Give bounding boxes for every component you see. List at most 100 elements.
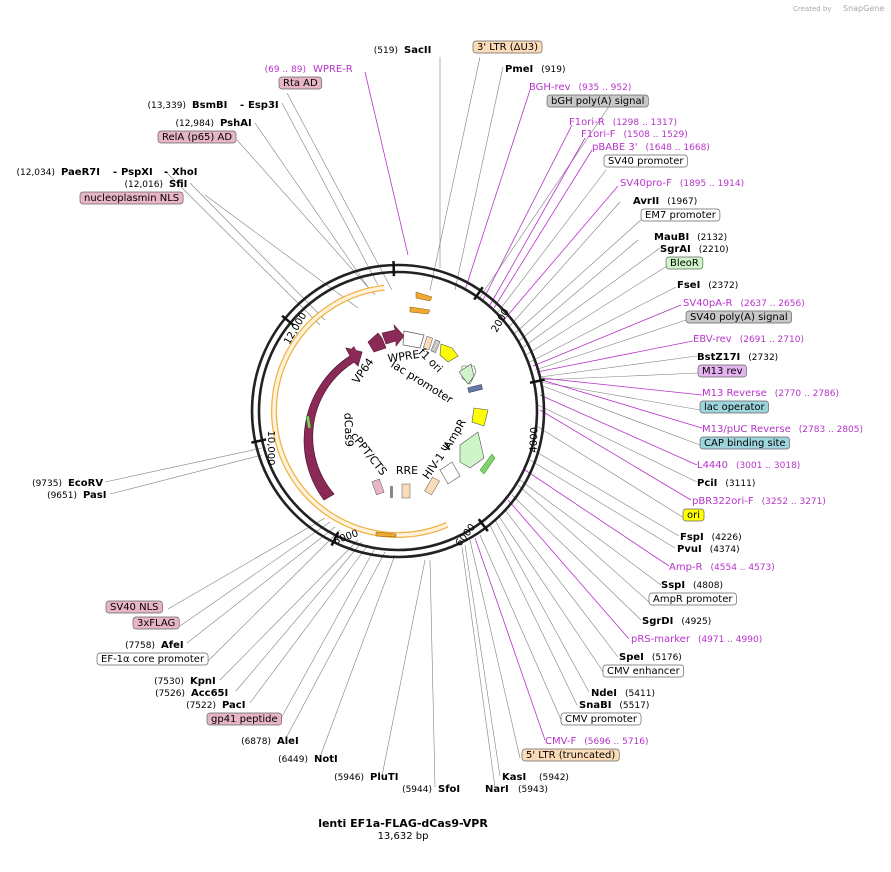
- tick-mark: [473, 286, 484, 301]
- svg-text:-: -: [113, 167, 117, 178]
- enzyme-position: (919): [541, 65, 565, 75]
- feature-box: [132, 616, 180, 630]
- enzyme-name: PciI: [697, 478, 717, 489]
- enzyme-name: AfeI: [161, 640, 184, 651]
- enzyme-site-acc65i: (7526) Acc65I: [155, 688, 228, 699]
- enzyme-position: (12,016): [124, 180, 163, 190]
- credit-created-by: Created by: [793, 5, 832, 13]
- enzyme-position: (9735): [32, 479, 62, 489]
- small-green-arrow: [479, 453, 496, 475]
- 5ltr-block: [424, 476, 440, 496]
- feature-box: [685, 310, 793, 324]
- enzyme-position: (4374): [710, 545, 740, 555]
- feature-label: AmpR promoter: [653, 594, 733, 605]
- primer-position: (2637 .. 2656): [740, 299, 804, 309]
- enzyme-position: (7526): [155, 689, 185, 699]
- primer-position: (1298 .. 1317): [613, 118, 677, 128]
- primer-position: (1648 .. 1668): [646, 143, 710, 153]
- feature-bgh-poly-a-signal: bGH poly(A) signal: [546, 94, 649, 108]
- credit-brand: SnapGene: [843, 4, 884, 13]
- feature-cmv-promoter: CMV promoter: [560, 712, 642, 726]
- feature-label: EM7 promoter: [645, 210, 717, 221]
- feature-label: nucleoplasmin NLS: [84, 193, 179, 204]
- enzyme-position: (2372): [708, 281, 738, 291]
- primer-ebv-rev: EBV-rev (2691 .. 2710): [693, 334, 804, 345]
- enzyme-position: (9651): [47, 491, 77, 501]
- feature-label: SV40 promoter: [608, 156, 684, 167]
- feature-box: [699, 436, 790, 450]
- enzyme-site-pasi: (9651) PasI: [47, 490, 106, 501]
- svg-text:-: -: [240, 100, 244, 111]
- primer-sv40pro-f: SV40pro-F (1895 .. 1914): [620, 178, 744, 189]
- tick-label: 4000: [529, 427, 541, 453]
- enzyme-position: (519): [374, 46, 398, 56]
- enzyme-site-avrii: AvrII (1967): [633, 196, 697, 207]
- feature-box: [472, 40, 543, 54]
- f1-ori-arrow: [439, 343, 459, 363]
- primer-position: (1895 .. 1914): [680, 179, 744, 189]
- bgh-block: [430, 339, 441, 354]
- primer-name: pRS-marker: [631, 634, 691, 645]
- enzyme-name: NotI: [314, 754, 338, 765]
- primer-bgh-rev: BGH-rev (935 .. 952): [529, 82, 631, 93]
- primer-f1ori-r: F1ori-R (1298 .. 1317): [569, 117, 677, 128]
- enzyme-name: SacII: [404, 45, 431, 56]
- enzyme-name: PmeI: [505, 64, 533, 75]
- feature-label: RelA (p65) AD: [162, 132, 232, 143]
- flag-block: [371, 478, 385, 496]
- tick-marks: [251, 261, 545, 547]
- enzyme-position: (12,984): [175, 119, 214, 129]
- enzyme-site-alei: (6878) AleI: [241, 736, 299, 747]
- feature-box: [206, 712, 283, 726]
- feature-box: [603, 154, 688, 168]
- primer-name: WPRE-R: [313, 64, 353, 75]
- feature-nucleoplasmin-nls: nucleoplasmin NLS: [79, 191, 184, 205]
- svg-text:-: -: [164, 167, 168, 178]
- primer-name: Amp-R: [669, 562, 703, 573]
- feature-label: Rta AD: [283, 78, 318, 89]
- primer-position: (2783 .. 2805): [799, 425, 863, 435]
- primer-name: SV40pA-R: [683, 298, 732, 309]
- bleor-arrow: [458, 363, 475, 385]
- enzyme-site-ecorv: (9735) EcoRV: [32, 478, 103, 489]
- nls-block: [348, 346, 360, 362]
- primer-position: (1508 .. 1529): [623, 130, 687, 140]
- primer-name: pBR322ori-F: [692, 496, 754, 507]
- enzyme-site-paci: (7522) PacI: [186, 700, 245, 711]
- primer-position: (3252 .. 3271): [762, 497, 826, 507]
- ori-arrow: [471, 407, 489, 427]
- feature-box: [602, 664, 685, 678]
- feature-label: lac operator: [704, 402, 765, 413]
- enzyme-site-pmei: PmeI (919): [505, 64, 565, 75]
- feature-label: CAP binding site: [704, 438, 786, 449]
- primer-amp-r: Amp-R (4554 .. 4573): [669, 562, 775, 573]
- primer-position: (5696 .. 5716): [584, 737, 648, 747]
- primer-position: (3001 .. 3018): [736, 461, 800, 471]
- primer-pbr322ori-f: pBR322ori-F (3252 .. 3271): [692, 496, 826, 507]
- enzyme-site-sfoi: (5944) SfoI: [402, 784, 460, 795]
- enzyme-name: FseI: [677, 280, 700, 291]
- enzyme-name: PshAI: [220, 118, 252, 129]
- enzyme-name: FspI: [680, 532, 704, 543]
- inner-features: [303, 291, 496, 538]
- tick-mark: [330, 531, 340, 547]
- enzyme-name: SpeI: [619, 652, 644, 663]
- primer-sv40pa-r: SV40pA-R (2637 .. 2656): [683, 298, 805, 309]
- feature-box: [79, 191, 184, 205]
- feature-label: SV40 NLS: [110, 602, 159, 613]
- enzyme-name: KpnI: [190, 676, 216, 687]
- enzyme-site-ndei: NdeI (5411): [591, 688, 655, 699]
- small-arrow-2: [409, 306, 431, 315]
- feature-rela-p65-ad: RelA (p65) AD: [157, 130, 237, 144]
- feature-box: [699, 400, 769, 414]
- enzyme-position: (7758): [125, 641, 155, 651]
- enzyme-position: (1967): [667, 197, 697, 207]
- primer-position: (4971 .. 4990): [698, 635, 762, 645]
- feature-m13-rev: M13 rev: [697, 364, 747, 378]
- feature-sv40-promoter: SV40 promoter: [603, 154, 688, 168]
- enzyme-name: NarI: [485, 784, 509, 795]
- primer-name: F1ori-R: [569, 117, 605, 128]
- dcas9-arrow: [303, 347, 363, 501]
- inner-label-rre: RRE: [396, 464, 418, 477]
- rta-arrow: [381, 323, 405, 347]
